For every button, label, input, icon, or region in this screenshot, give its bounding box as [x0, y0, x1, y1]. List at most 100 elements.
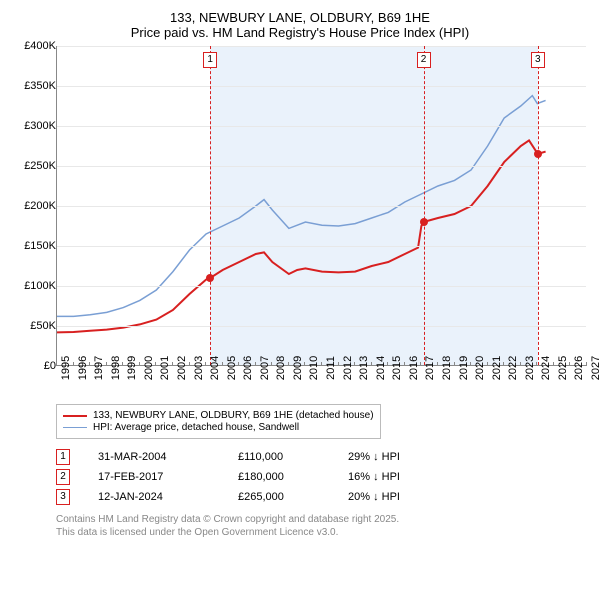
x-tick-label: 2001 [159, 356, 171, 380]
x-tick-label: 1995 [60, 356, 72, 380]
legend-item: 133, NEWBURY LANE, OLDBURY, B69 1HE (det… [63, 410, 374, 421]
x-tick [205, 362, 206, 366]
x-tick-label: 2007 [259, 356, 271, 380]
chart-area: £0£50K£100K£150K£200K£250K£300K£350K£400… [14, 46, 586, 400]
x-tick-label: 2022 [507, 356, 519, 380]
footer: Contains HM Land Registry data © Crown c… [56, 513, 586, 539]
x-tick-label: 1999 [126, 356, 138, 380]
x-tick-label: 2011 [325, 356, 337, 380]
marker-line [424, 46, 425, 365]
x-tick-label: 2013 [358, 356, 370, 380]
sales-date: 17-FEB-2017 [98, 471, 238, 483]
x-tick [89, 362, 90, 366]
title-block: 133, NEWBURY LANE, OLDBURY, B69 1HE Pric… [14, 10, 586, 40]
x-tick [155, 362, 156, 366]
sales-diff: 20% ↓ HPI [348, 491, 448, 503]
x-tick-label: 2015 [391, 356, 403, 380]
x-tick-label: 2020 [474, 356, 486, 380]
x-tick [520, 362, 521, 366]
x-tick [106, 362, 107, 366]
x-tick-label: 2005 [226, 356, 238, 380]
marker-box: 3 [531, 52, 545, 68]
sales-date: 31-MAR-2004 [98, 451, 238, 463]
legend-label: HPI: Average price, detached house, Sand… [93, 422, 299, 433]
legend: 133, NEWBURY LANE, OLDBURY, B69 1HE (det… [56, 404, 381, 439]
y-tick-label: £100K [24, 280, 56, 292]
grid-line [57, 166, 586, 167]
x-tick-label: 2003 [193, 356, 205, 380]
plot-region: 1 2 3 [56, 46, 586, 366]
x-tick-label: 1997 [93, 356, 105, 380]
grid-line [57, 46, 586, 47]
x-tick-label: 2016 [408, 356, 420, 380]
x-tick [271, 362, 272, 366]
y-axis: £0£50K£100K£150K£200K£250K£300K£350K£400… [6, 46, 56, 366]
x-tick [470, 362, 471, 366]
x-tick [437, 362, 438, 366]
x-tick-label: 2006 [242, 356, 254, 380]
x-tick [569, 362, 570, 366]
x-tick-label: 2002 [176, 356, 188, 380]
x-tick [304, 362, 305, 366]
sales-marker: 3 [56, 489, 70, 505]
x-tick-label: 2017 [424, 356, 436, 380]
x-tick-label: 2023 [524, 356, 536, 380]
sales-table: 131-MAR-2004£110,00029% ↓ HPI217-FEB-201… [56, 449, 586, 505]
x-tick [553, 362, 554, 366]
sales-marker: 1 [56, 449, 70, 465]
legend-item: HPI: Average price, detached house, Sand… [63, 422, 374, 433]
x-tick-label: 2021 [491, 356, 503, 380]
y-tick-label: £0 [44, 360, 56, 372]
grid-line [57, 126, 586, 127]
x-tick [139, 362, 140, 366]
x-tick [487, 362, 488, 366]
x-tick [73, 362, 74, 366]
x-tick-label: 1998 [110, 356, 122, 380]
x-tick-label: 2014 [375, 356, 387, 380]
marker-line [210, 46, 211, 365]
x-tick-label: 2026 [573, 356, 585, 380]
x-tick-label: 2004 [209, 356, 221, 380]
y-tick-label: £350K [24, 80, 56, 92]
grid-line [57, 86, 586, 87]
grid-line [57, 246, 586, 247]
grid-line [57, 326, 586, 327]
x-tick [172, 362, 173, 366]
x-tick [122, 362, 123, 366]
legend-label: 133, NEWBURY LANE, OLDBURY, B69 1HE (det… [93, 410, 374, 421]
sales-price: £265,000 [238, 491, 348, 503]
x-tick [404, 362, 405, 366]
y-tick-label: £250K [24, 160, 56, 172]
chart-container: 133, NEWBURY LANE, OLDBURY, B69 1HE Pric… [0, 0, 600, 549]
marker-box: 2 [417, 52, 431, 68]
x-tick-label: 2025 [557, 356, 569, 380]
marker-dot [206, 274, 214, 282]
sales-diff: 29% ↓ HPI [348, 451, 448, 463]
sales-price: £180,000 [238, 471, 348, 483]
marker-line [538, 46, 539, 365]
x-tick [238, 362, 239, 366]
sales-marker: 2 [56, 469, 70, 485]
x-tick-label: 2024 [540, 356, 552, 380]
legend-swatch [63, 427, 87, 428]
x-tick-label: 2008 [275, 356, 287, 380]
x-tick [454, 362, 455, 366]
x-tick [321, 362, 322, 366]
sales-diff: 16% ↓ HPI [348, 471, 448, 483]
y-tick-label: £300K [24, 120, 56, 132]
x-tick-label: 2018 [441, 356, 453, 380]
x-tick [189, 362, 190, 366]
x-tick-label: 2012 [342, 356, 354, 380]
grid-line [57, 286, 586, 287]
x-tick [586, 362, 587, 366]
marker-dot [534, 150, 542, 158]
marker-box: 1 [203, 52, 217, 68]
x-tick [338, 362, 339, 366]
x-tick [536, 362, 537, 366]
y-tick-label: £400K [24, 40, 56, 52]
sales-date: 12-JAN-2024 [98, 491, 238, 503]
x-tick [288, 362, 289, 366]
x-tick-label: 2010 [308, 356, 320, 380]
x-tick [354, 362, 355, 366]
y-tick-label: £200K [24, 200, 56, 212]
